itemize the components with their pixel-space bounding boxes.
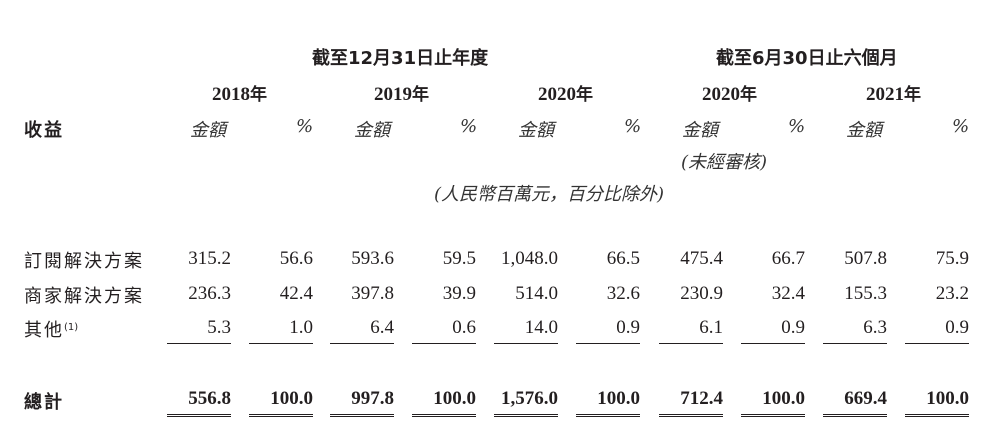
subtotal-rule [576,343,640,344]
total-pct-cell: 100.0 [433,388,476,409]
pct-cell: 0.9 [616,317,640,338]
pct-cell: 1.0 [289,317,313,338]
amount-cell: 236.3 [188,283,231,304]
pct-cell: 32.4 [771,283,805,304]
total-amount-cell: 712.4 [680,388,723,409]
subtotal-rule [249,343,313,344]
amount-col-header: 金額 [846,120,882,141]
revenue-label: 收益 [24,120,64,141]
amount-cell: 315.2 [188,248,231,269]
row-label-total: 總計 [24,392,64,413]
total-pct-cell: 100.0 [270,388,313,409]
total-double-rule [659,414,723,417]
pct-cell: 75.9 [935,248,969,269]
total-pct-cell: 100.0 [926,388,969,409]
pct-cell: 32.6 [606,283,640,304]
pct-cell: 42.4 [279,283,313,304]
amount-cell: 155.3 [844,283,887,304]
total-double-rule [330,414,394,417]
total-double-rule [576,414,640,417]
amount-cell: 397.8 [351,283,394,304]
amount-cell: 6.4 [370,317,394,338]
period-annual-header: 截至12月31日止年度 [312,48,489,69]
amount-col-header: 金額 [518,120,554,141]
pct-cell: 59.5 [442,248,476,269]
total-double-rule [741,414,805,417]
pct-col-header: % [952,116,970,137]
subtotal-rule [905,343,969,344]
amount-cell: 6.3 [863,317,887,338]
total-double-rule [494,414,558,417]
year-header-2018: 2018年 [212,84,267,105]
amount-cell: 6.1 [699,317,723,338]
total-double-rule [905,414,969,417]
subtotal-rule [659,343,723,344]
subtotal-rule [494,343,558,344]
pct-cell: 56.6 [279,248,313,269]
unit-note: (人民幣百萬元，百分比除外) [434,184,665,205]
row-label-merchant: 商家解決方案 [24,286,144,307]
pct-col-header: % [624,116,642,137]
amount-cell: 5.3 [207,317,231,338]
total-pct-cell: 100.0 [597,388,640,409]
year-header-2020: 2020年 [538,84,593,105]
pct-col-header: % [296,116,314,137]
total-amount-cell: 1,576.0 [501,388,558,409]
row-label-others: 其他(1) [24,320,79,341]
subtotal-rule [330,343,394,344]
pct-cell: 66.7 [771,248,805,269]
subtotal-rule [412,343,476,344]
pct-cell: 66.5 [606,248,640,269]
year-header-2021-half: 2021年 [866,84,921,105]
subtotal-rule [741,343,805,344]
total-double-rule [249,414,313,417]
total-amount-cell: 669.4 [844,388,887,409]
amount-cell: 593.6 [351,248,394,269]
amount-col-header: 金額 [354,120,390,141]
pct-cell: 0.9 [945,317,969,338]
year-header-2020-half: 2020年 [702,84,757,105]
year-header-2019: 2019年 [374,84,429,105]
total-double-rule [823,414,887,417]
subtotal-rule [167,343,231,344]
subtotal-rule [823,343,887,344]
pct-cell: 0.9 [781,317,805,338]
amount-cell: 14.0 [524,317,558,338]
amount-col-header: 金額 [682,120,718,141]
pct-cell: 0.6 [452,317,476,338]
pct-cell: 23.2 [935,283,969,304]
total-pct-cell: 100.0 [762,388,805,409]
amount-col-header: 金額 [190,120,226,141]
period-half-header: 截至6月30日止六個月 [716,48,898,69]
row-label-subscription: 訂閱解決方案 [24,251,144,272]
amount-cell: 230.9 [680,283,723,304]
pct-cell: 39.9 [442,283,476,304]
amount-cell: 1,048.0 [501,248,558,269]
total-amount-cell: 997.8 [351,388,394,409]
pct-col-header: % [460,116,478,137]
amount-cell: 514.0 [515,283,558,304]
unaudited-note: (未經審核) [681,152,768,173]
total-double-rule [167,414,231,417]
pct-col-header: % [788,116,806,137]
footnote-marker: (1) [64,322,79,333]
amount-cell: 475.4 [680,248,723,269]
total-double-rule [412,414,476,417]
total-amount-cell: 556.8 [188,388,231,409]
amount-cell: 507.8 [844,248,887,269]
